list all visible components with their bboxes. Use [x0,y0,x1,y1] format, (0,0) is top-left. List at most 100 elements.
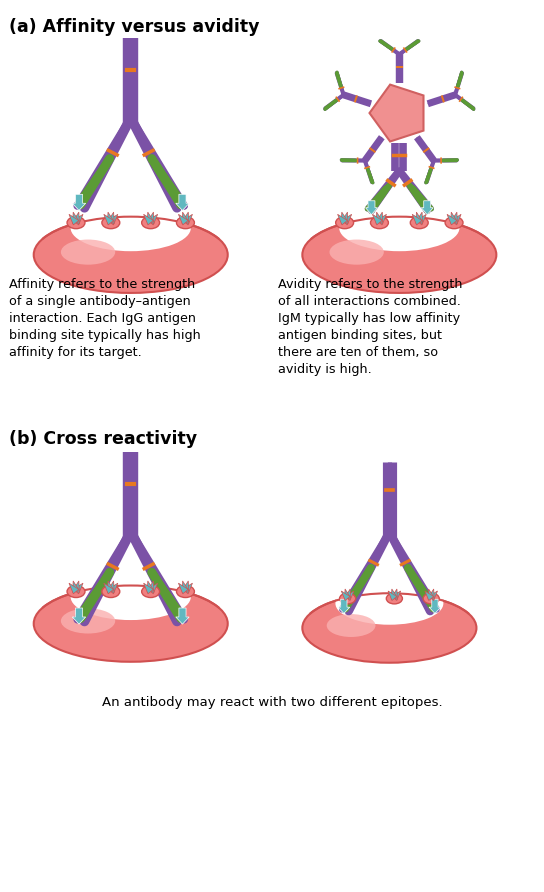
Polygon shape [108,581,114,592]
Polygon shape [69,583,79,594]
Ellipse shape [67,217,85,228]
Ellipse shape [102,585,120,598]
Polygon shape [183,214,193,225]
Polygon shape [391,589,398,599]
Ellipse shape [336,582,443,624]
Polygon shape [182,581,189,592]
Polygon shape [429,591,437,600]
Ellipse shape [102,217,120,228]
Polygon shape [373,214,382,225]
Polygon shape [450,212,458,224]
FancyArrow shape [176,194,189,211]
Polygon shape [183,583,193,594]
Polygon shape [341,212,348,224]
Ellipse shape [336,217,354,228]
Ellipse shape [423,593,439,604]
Polygon shape [147,212,154,224]
FancyArrow shape [429,599,441,614]
Polygon shape [108,583,118,594]
Polygon shape [144,214,153,225]
Ellipse shape [445,217,463,228]
Polygon shape [147,581,154,592]
Polygon shape [344,589,351,599]
Ellipse shape [67,585,85,598]
Ellipse shape [34,217,228,293]
Ellipse shape [61,608,115,633]
Ellipse shape [141,585,159,598]
Polygon shape [428,589,434,599]
Ellipse shape [302,217,496,293]
Polygon shape [447,214,457,225]
Polygon shape [341,212,348,224]
Polygon shape [73,212,79,224]
Text: (a) Affinity versus avidity: (a) Affinity versus avidity [9,19,260,37]
FancyArrow shape [72,608,86,624]
Polygon shape [144,583,153,594]
Polygon shape [182,212,189,224]
Ellipse shape [71,204,191,252]
Polygon shape [73,583,83,594]
Polygon shape [391,589,398,599]
Polygon shape [417,214,426,225]
Polygon shape [73,214,83,225]
Polygon shape [345,591,354,600]
Ellipse shape [339,593,356,604]
Polygon shape [104,583,114,594]
Ellipse shape [370,217,388,228]
Ellipse shape [61,240,115,265]
Ellipse shape [410,217,428,228]
FancyArrow shape [421,201,433,215]
Ellipse shape [176,217,194,228]
Polygon shape [377,214,386,225]
Ellipse shape [34,585,228,662]
Polygon shape [178,583,188,594]
Polygon shape [388,591,397,600]
Polygon shape [73,212,79,224]
Ellipse shape [71,574,191,620]
Polygon shape [344,589,351,599]
Ellipse shape [386,593,403,604]
Polygon shape [108,212,114,224]
Polygon shape [416,212,423,224]
FancyArrow shape [338,599,350,614]
Polygon shape [108,214,118,225]
Polygon shape [182,212,189,224]
Polygon shape [108,212,114,224]
Polygon shape [412,214,422,225]
Ellipse shape [141,217,159,228]
Polygon shape [108,581,114,592]
Polygon shape [452,214,461,225]
FancyArrow shape [72,194,86,211]
Ellipse shape [176,585,194,598]
Text: Avidity refers to the strength
of all interactions combined.
IgM typically has l: Avidity refers to the strength of all in… [278,277,462,376]
Polygon shape [178,214,188,225]
Polygon shape [147,581,154,592]
Ellipse shape [339,204,460,252]
FancyArrow shape [176,608,189,624]
Polygon shape [104,214,114,225]
Text: An antibody may react with two different epitopes.: An antibody may react with two different… [102,697,442,709]
Polygon shape [73,581,79,592]
Polygon shape [341,591,350,600]
Polygon shape [73,581,79,592]
Text: Affinity refers to the strength
of a single antibody–antigen
interaction. Each I: Affinity refers to the strength of a sin… [9,277,201,359]
Polygon shape [428,589,434,599]
Polygon shape [148,583,158,594]
Polygon shape [425,591,434,600]
Polygon shape [450,212,458,224]
Polygon shape [148,214,158,225]
Polygon shape [69,214,79,225]
Polygon shape [338,214,347,225]
Polygon shape [147,212,154,224]
Polygon shape [182,581,189,592]
Polygon shape [376,212,383,224]
Ellipse shape [330,240,384,265]
Ellipse shape [327,614,375,637]
FancyArrow shape [366,201,378,215]
Text: (b) Cross reactivity: (b) Cross reactivity [9,430,197,448]
Polygon shape [416,212,423,224]
Polygon shape [376,212,383,224]
Ellipse shape [302,593,477,663]
Polygon shape [342,214,351,225]
Polygon shape [392,591,401,600]
